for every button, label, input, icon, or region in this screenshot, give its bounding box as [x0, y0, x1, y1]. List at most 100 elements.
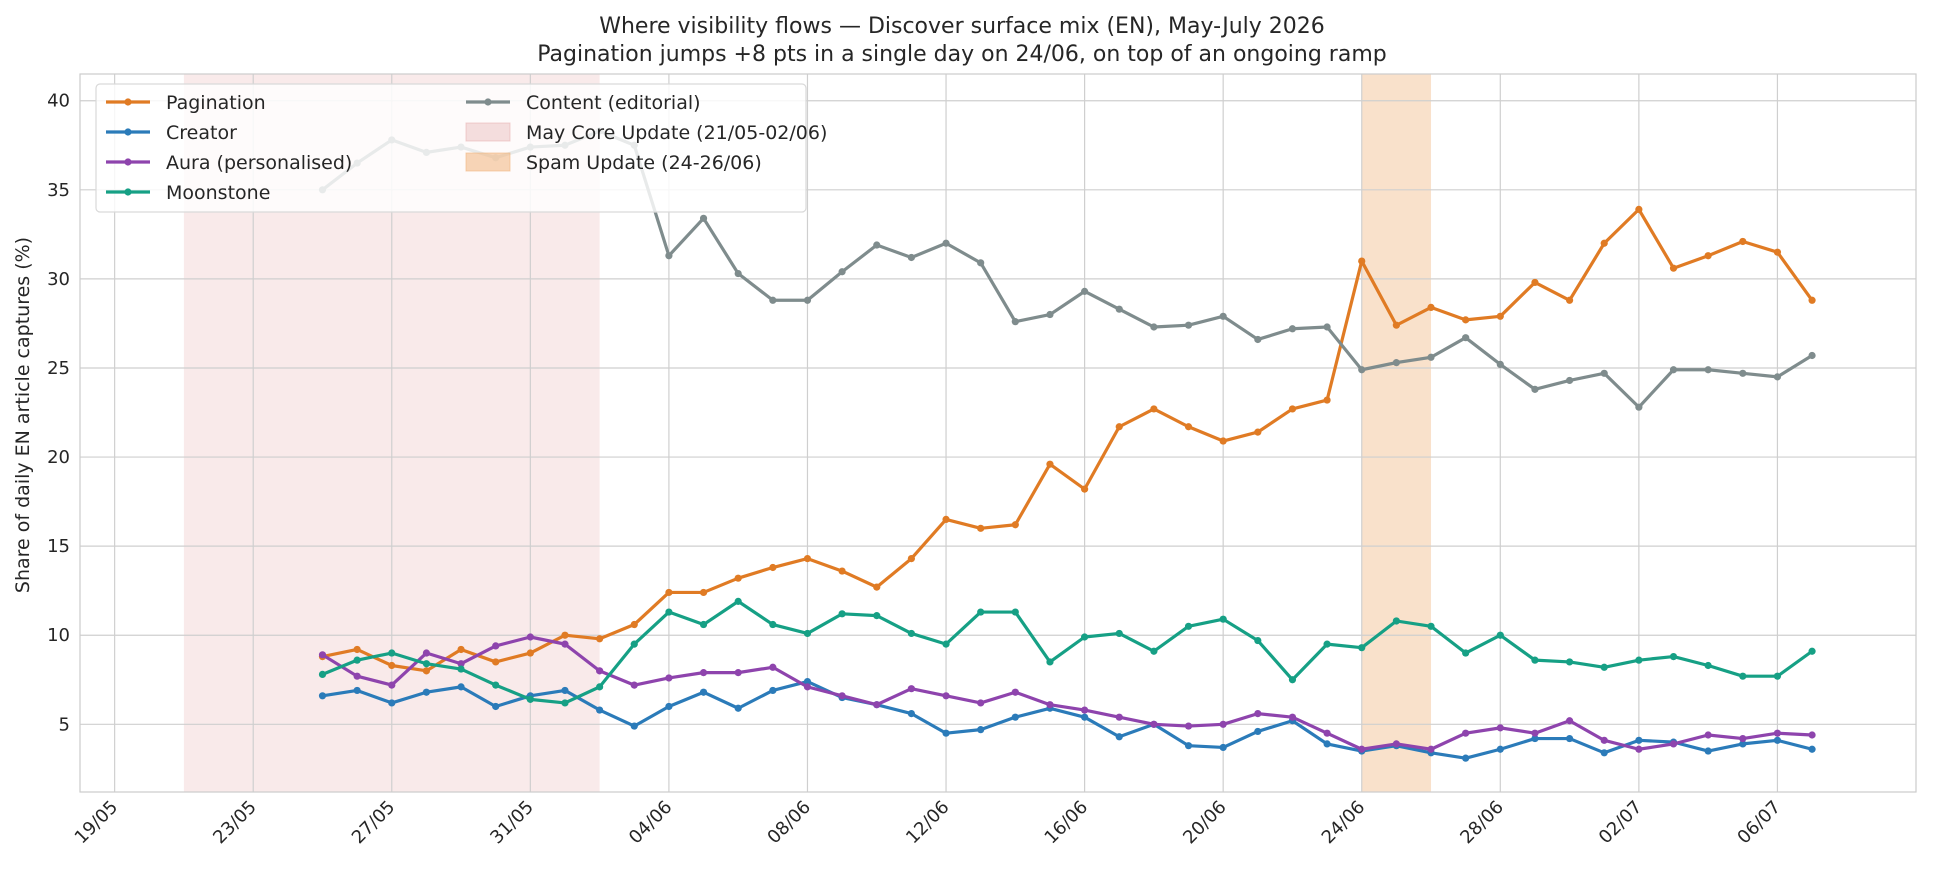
series-point-2 — [1739, 734, 1747, 743]
series-point-3 — [699, 620, 708, 629]
series-point-2 — [1704, 731, 1712, 739]
x-tick-label: 12/06 — [902, 797, 954, 849]
y-tick-label: 25 — [47, 358, 70, 379]
series-point-0 — [1219, 437, 1227, 445]
series-point-1 — [803, 677, 812, 686]
series-point-3 — [1392, 617, 1400, 625]
legend-marker — [124, 128, 132, 136]
series-point-4 — [1358, 366, 1366, 374]
series-point-1 — [1219, 743, 1227, 752]
series-point-4 — [873, 241, 881, 249]
series-point-2 — [977, 699, 985, 707]
series-point-0 — [630, 620, 638, 629]
series-point-1 — [596, 706, 604, 714]
legend: Pagination Creator Aura (personalised) Moon… — [95, 83, 827, 213]
series-point-4 — [1392, 359, 1400, 367]
series-point-0 — [1600, 239, 1608, 247]
series-point-1 — [388, 699, 396, 707]
series-point-0 — [699, 588, 708, 597]
series-point-2 — [1358, 745, 1366, 753]
series-point-0 — [907, 555, 915, 563]
series-point-3 — [1150, 647, 1158, 655]
series-point-1 — [1773, 736, 1782, 744]
series-point-1 — [318, 692, 327, 700]
x-tick-label: 02/07 — [1595, 797, 1647, 849]
series-point-3 — [630, 640, 638, 648]
series-point-3 — [1184, 622, 1193, 630]
series-point-3 — [561, 699, 569, 707]
series-point-2 — [1600, 736, 1608, 744]
series-point-0 — [1323, 396, 1331, 404]
series-point-0 — [942, 515, 950, 524]
series-point-4 — [1635, 403, 1643, 411]
legend-label: May Core Update (21/05-02/06) — [526, 122, 827, 144]
series-point-3 — [1358, 644, 1366, 652]
series-point-3 — [422, 660, 431, 668]
series-point-4 — [1323, 323, 1331, 331]
series-point-4 — [907, 253, 915, 262]
series-point-2 — [1184, 722, 1193, 730]
series-point-2 — [1011, 688, 1019, 696]
series-point-0 — [1427, 303, 1435, 311]
series-point-4 — [1462, 334, 1470, 342]
series-point-1 — [665, 702, 673, 711]
legend-marker — [484, 98, 492, 106]
series-point-3 — [457, 665, 465, 673]
series-point-2 — [1081, 706, 1089, 714]
series-point-3 — [1600, 663, 1608, 671]
series-point-4 — [977, 259, 985, 267]
series-point-4 — [1184, 321, 1193, 329]
series-point-4 — [1254, 335, 1262, 344]
series-point-1 — [422, 688, 431, 696]
series-point-0 — [803, 555, 812, 563]
x-tick-label: 23/05 — [209, 797, 261, 849]
series-point-2 — [1323, 729, 1331, 737]
series-point-0 — [1115, 423, 1123, 431]
series-point-3 — [1011, 608, 1019, 616]
series-point-3 — [1115, 629, 1123, 638]
series-point-0 — [1254, 428, 1262, 436]
series-point-1 — [907, 710, 915, 718]
x-tick-label: 08/06 — [763, 797, 815, 849]
series-point-4 — [1011, 318, 1019, 326]
series-point-3 — [873, 612, 881, 620]
series-point-3 — [1462, 649, 1470, 657]
series-point-3 — [596, 683, 604, 691]
legend-box — [95, 83, 807, 213]
x-tick-label: 24/06 — [1318, 797, 1370, 849]
series-point-3 — [1496, 631, 1504, 639]
series-point-0 — [1704, 252, 1712, 260]
series-point-3 — [1323, 640, 1331, 648]
series-point-4 — [1808, 351, 1816, 360]
series-point-4 — [838, 268, 846, 276]
series-point-2 — [596, 667, 604, 675]
y-tick-label: 30 — [47, 269, 70, 290]
series-point-2 — [1773, 729, 1782, 737]
series-line-3 — [321, 599, 1814, 705]
series-point-3 — [1219, 615, 1227, 623]
series-point-2 — [630, 681, 638, 689]
series-point-4 — [699, 214, 708, 222]
series-point-2 — [1046, 701, 1054, 709]
series-point-4 — [942, 239, 950, 247]
series-point-3 — [388, 649, 396, 657]
x-tick-label: 20/06 — [1179, 797, 1231, 849]
series-point-3 — [977, 608, 985, 616]
series-point-4 — [734, 269, 742, 278]
series-point-2 — [1427, 745, 1435, 753]
series-point-1 — [1254, 727, 1262, 736]
series-point-4 — [1219, 312, 1227, 320]
series-point-0 — [1565, 296, 1574, 304]
series-point-0 — [1011, 521, 1019, 529]
series-point-0 — [1462, 316, 1470, 324]
series-point-1 — [769, 686, 777, 695]
series-point-0 — [1150, 405, 1158, 413]
series-line-2 — [321, 635, 1813, 751]
series-point-4 — [1773, 373, 1782, 381]
series-point-1 — [1565, 734, 1574, 743]
series-point-2 — [526, 633, 534, 641]
series-point-1 — [630, 722, 638, 730]
chart-title: Where visibility flows — Discover surfac… — [599, 14, 1325, 39]
series-point-1 — [1808, 745, 1816, 753]
series-point-0 — [526, 649, 534, 657]
